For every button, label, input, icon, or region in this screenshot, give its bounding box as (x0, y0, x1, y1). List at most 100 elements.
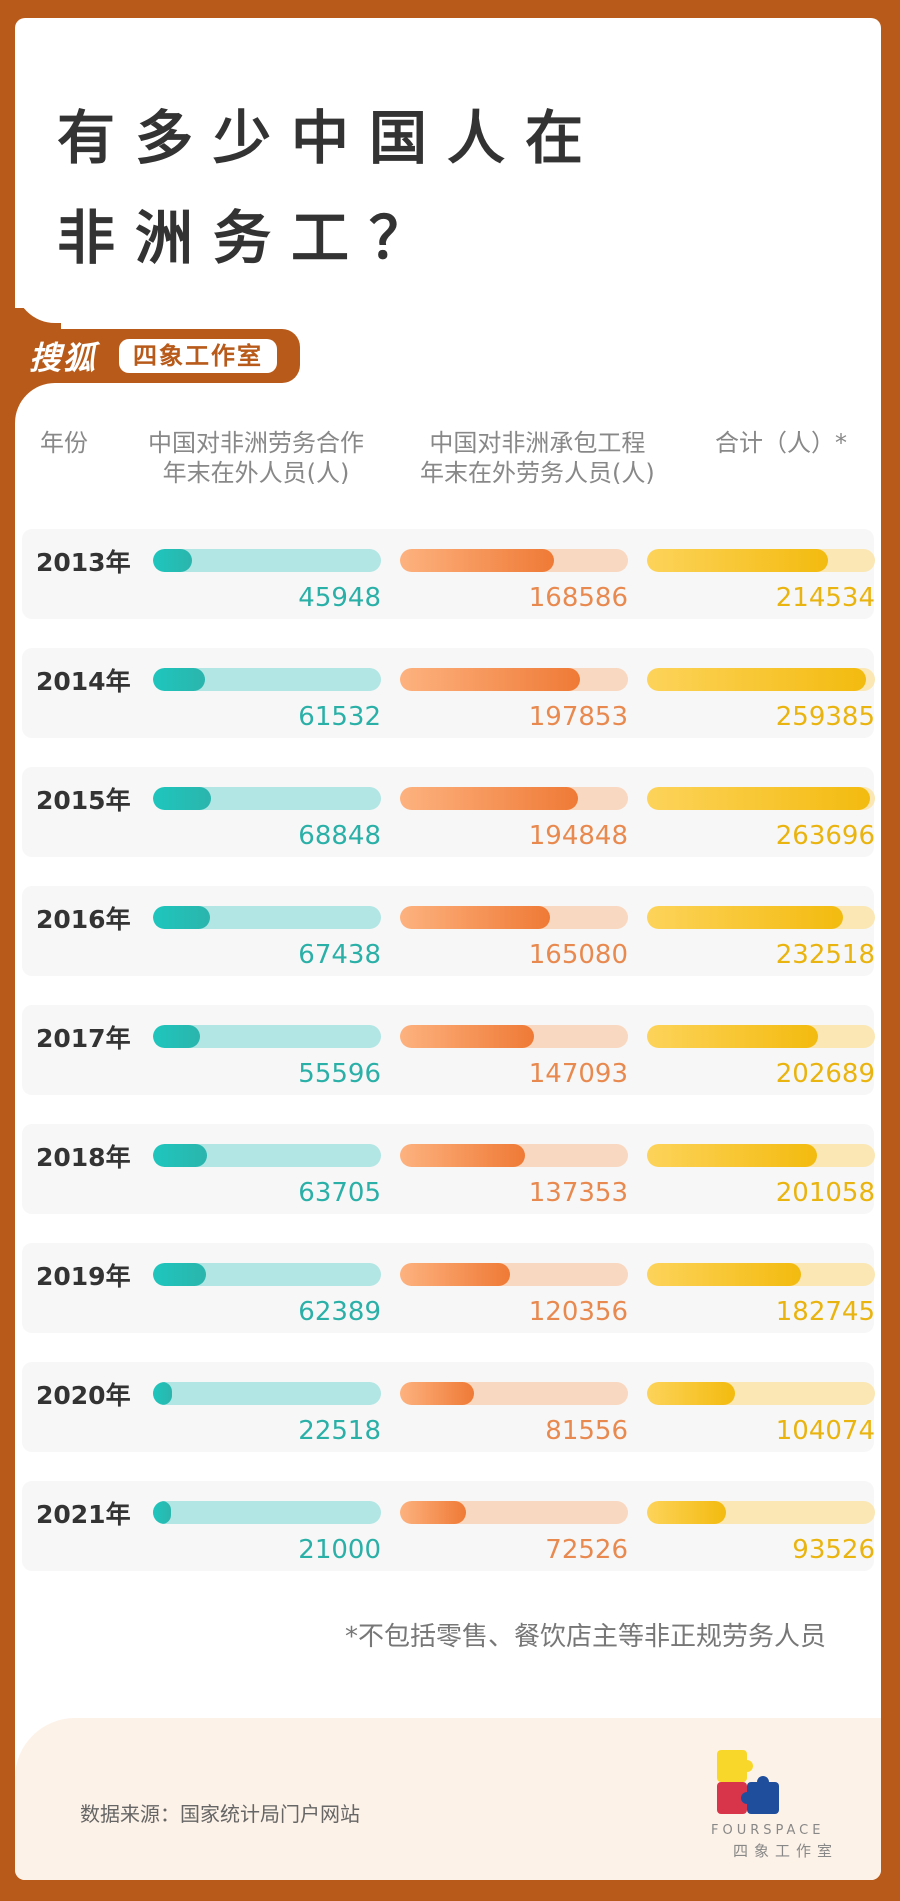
bar-track (153, 787, 381, 810)
bar (647, 668, 867, 691)
bar-track (400, 1501, 628, 1524)
chart-row: 2015年 68848 194848 263696 (22, 767, 875, 857)
bar (647, 1025, 819, 1048)
bar (400, 1382, 475, 1405)
bar (400, 1144, 526, 1167)
bar (647, 1382, 735, 1405)
data-label: 194848 (528, 821, 628, 851)
data-label: 93526 (792, 1535, 875, 1565)
chart-row: 2016年 67438 165080 232518 (22, 886, 875, 976)
bar (400, 1263, 510, 1286)
title-line-2: 非洲务工？ (57, 204, 448, 272)
header-col3: 合计（人）* (715, 429, 847, 457)
bar-track (153, 1501, 381, 1524)
year-label: 2019年 (36, 1262, 131, 1291)
bar-track (647, 1382, 875, 1405)
brand-banner: 搜狐 四象工作室 (15, 329, 300, 383)
data-label: 120356 (528, 1297, 628, 1327)
bar (153, 1382, 172, 1405)
bar (647, 906, 844, 929)
data-label: 81556 (545, 1416, 628, 1446)
chart-row: 2017年 55596 147093 202689 (22, 1005, 875, 1095)
bar (400, 906, 551, 929)
chart-row: 2014年 61532 197853 259385 (22, 648, 875, 738)
data-label: 72526 (545, 1535, 628, 1565)
bar (400, 1025, 535, 1048)
chart-row: 2013年 45948 168586 214534 (22, 529, 875, 619)
bar-track (647, 549, 875, 572)
footer-logo-cn: 四象工作室 (733, 1842, 839, 1860)
infographic-card: 有多少中国人在 非洲务工？ 搜狐 四象工作室 年份 中国对非洲劳务合作 年末在外… (15, 18, 881, 1880)
bar-track (153, 1144, 381, 1167)
bar-track (153, 1263, 381, 1286)
data-label: 67438 (298, 940, 381, 970)
data-label: 21000 (298, 1535, 381, 1565)
chart-row: 2018年 63705 137353 201058 (22, 1124, 875, 1214)
data-label: 182745 (775, 1297, 875, 1327)
bar (647, 549, 829, 572)
footer: 数据来源：国家统计局门户网站 FOURSPACE 四象工作室 (15, 1718, 881, 1880)
year-label: 2015年 (36, 786, 131, 815)
data-label: 197853 (528, 702, 628, 732)
data-label: 214534 (775, 583, 875, 613)
bar (153, 906, 210, 929)
title-line-1: 有多少中国人在 (57, 104, 604, 172)
bar-track (153, 906, 381, 929)
data-label: 202689 (775, 1059, 875, 1089)
bar (153, 549, 192, 572)
bar (153, 1501, 172, 1524)
bar-track (400, 1144, 628, 1167)
year-label: 2014年 (36, 667, 131, 696)
sohu-logo: 搜狐 (29, 339, 98, 377)
studio-badge: 四象工作室 (119, 339, 277, 373)
bar (400, 549, 554, 572)
bar-track (153, 668, 381, 691)
bar-track (400, 1263, 628, 1286)
bar-track (153, 1025, 381, 1048)
year-label: 2016年 (36, 905, 131, 934)
data-label: 62389 (298, 1297, 381, 1327)
bar (647, 1501, 726, 1524)
data-label: 61532 (298, 702, 381, 732)
header-col1: 中国对非洲劳务合作 年末在外人员(人) (148, 429, 364, 487)
bar-track (647, 1501, 875, 1524)
bar-track (400, 787, 628, 810)
data-label: 55596 (298, 1059, 381, 1089)
bar-track (647, 668, 875, 691)
data-label: 263696 (775, 821, 875, 851)
bar-track (647, 906, 875, 929)
bar (400, 787, 578, 810)
data-label: 68848 (298, 821, 381, 851)
data-label: 165080 (528, 940, 628, 970)
header-year: 年份 (40, 429, 88, 457)
bar (647, 1263, 802, 1286)
header-col2: 中国对非洲承包工程 年末在外劳务人员(人) (420, 429, 655, 487)
data-source: 数据来源：国家统计局门户网站 (80, 1802, 360, 1826)
bar (647, 1144, 817, 1167)
bar-track (400, 906, 628, 929)
year-label: 2021年 (36, 1500, 131, 1529)
page-title: 有多少中国人在 非洲务工？ (57, 88, 603, 288)
bar-track (400, 1382, 628, 1405)
bar-track (647, 1025, 875, 1048)
bar (647, 787, 870, 810)
chart-row: 2019年 62389 120356 182745 (22, 1243, 875, 1333)
chart-row: 2021年 21000 72526 93526 (22, 1481, 875, 1571)
data-label: 232518 (775, 940, 875, 970)
bar-track (153, 1382, 381, 1405)
bar (153, 668, 205, 691)
data-label: 201058 (775, 1178, 875, 1208)
footer-logo-en: FOURSPACE (711, 1823, 825, 1838)
year-label: 2018年 (36, 1143, 131, 1172)
data-label: 137353 (528, 1178, 628, 1208)
data-label: 104074 (775, 1416, 875, 1446)
bar-track (400, 549, 628, 572)
data-label: 22518 (298, 1416, 381, 1446)
year-label: 2013年 (36, 548, 131, 577)
bar-track (400, 1025, 628, 1048)
bar-track (647, 1263, 875, 1286)
data-label: 45948 (298, 583, 381, 613)
bar (153, 1144, 207, 1167)
fourspace-logo-icon (717, 1750, 779, 1814)
data-label: 259385 (775, 702, 875, 732)
